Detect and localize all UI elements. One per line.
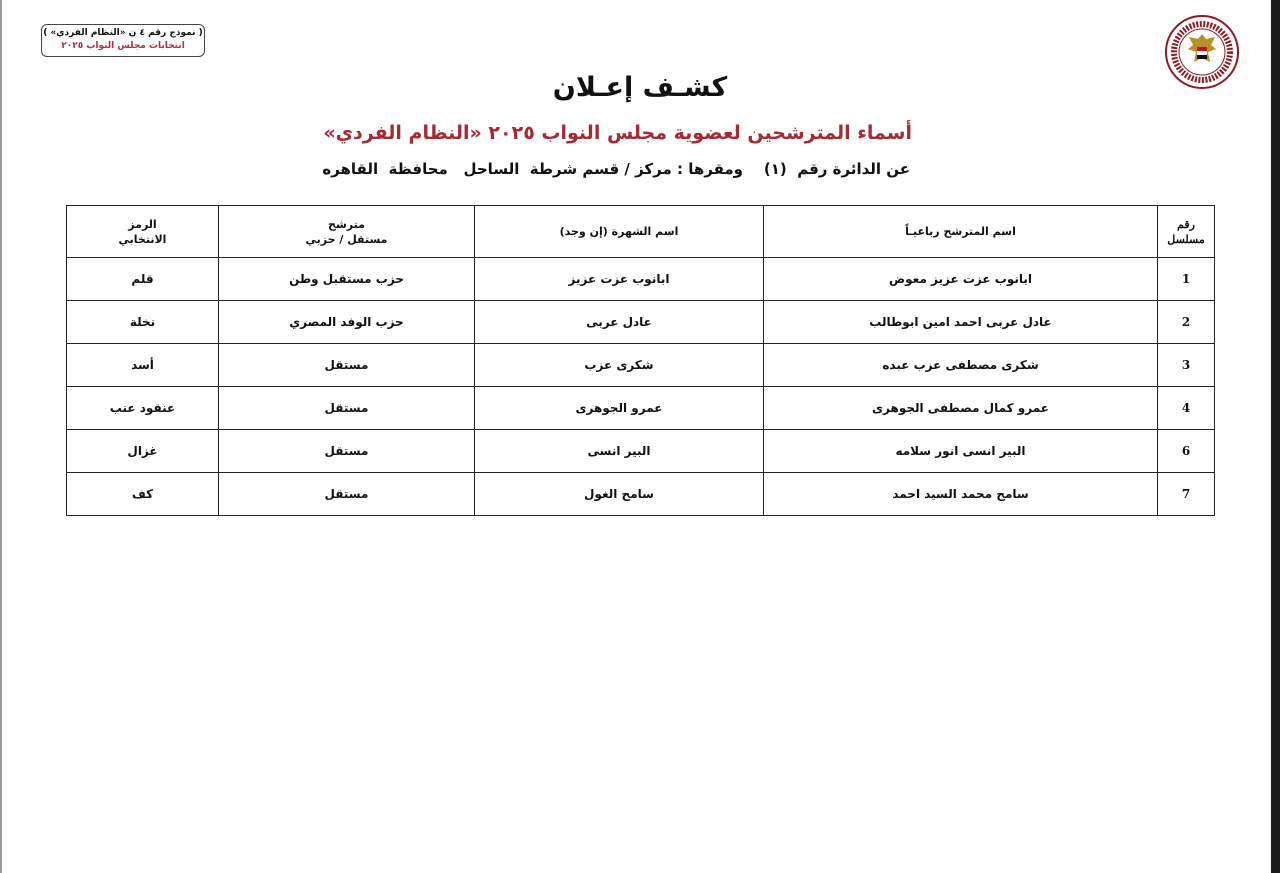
name-cell: عادل عربى احمد امين ابوطالب xyxy=(763,300,1158,344)
header-affiliation: مترشح مستقل / حزبي xyxy=(218,205,475,258)
name-cell: سامح محمد السيد احمد xyxy=(763,472,1158,516)
table-row: 1 ابانوب عزت عزيز معوض ابانوب عزت عزيز حزب … xyxy=(66,257,1215,301)
page-subtitle: أسماء المترشحين لعضوية مجلس النواب ٢٠٢٥ … xyxy=(323,122,912,144)
table-header-row: رقم مسلسل اسم المترشح رباعيـاً اسم الشهرة… xyxy=(66,205,1215,258)
page-edge xyxy=(1271,0,1280,873)
affiliation-cell: مستقل xyxy=(218,429,475,473)
affiliation-cell: مستقل xyxy=(218,472,475,516)
header-name: اسم المترشح رباعيـاً xyxy=(763,205,1158,258)
nickname-cell: ابانوب عزت عزيز xyxy=(474,257,764,301)
table-row: 3 شكرى مصطفى عزب عبده شكرى عزب مستقل أسد xyxy=(66,343,1215,387)
nickname-cell: سامح الغول xyxy=(474,472,764,516)
symbol-cell: أسد xyxy=(66,343,219,387)
serial-cell: 2 xyxy=(1157,300,1215,344)
symbol-cell: نخلة xyxy=(66,300,219,344)
name-cell: ابانوب عزت عزيز معوض xyxy=(763,257,1158,301)
election-name: انتخابات مجلس النواب ٢٠٢٥ xyxy=(61,41,185,51)
symbol-cell: كف xyxy=(66,472,219,516)
candidates-table: رقم مسلسل اسم المترشح رباعيـاً اسم الشهرة… xyxy=(66,205,1215,516)
name-cell: عمرو كمال مصطفى الجوهرى xyxy=(763,386,1158,430)
nickname-cell: البير انسى xyxy=(474,429,764,473)
table-row: 2 عادل عربى احمد امين ابوطالب عادل عربى حزب… xyxy=(66,300,1215,344)
district-info: عن الدائرة رقم (١) ومقرها : مركز / قسم ش… xyxy=(322,160,910,178)
serial-cell: 6 xyxy=(1157,429,1215,473)
egypt-eagle-emblem-icon xyxy=(1165,15,1239,89)
page-title: كشـف إعـلان xyxy=(552,72,728,103)
serial-cell: 7 xyxy=(1157,472,1215,516)
symbol-cell: قلم xyxy=(66,257,219,301)
form-number: ( نموذج رقم ٤ ن «النظام الفردي» ) xyxy=(43,28,203,38)
nickname-cell: عادل عربى xyxy=(474,300,764,344)
affiliation-cell: مستقل xyxy=(218,386,475,430)
name-cell: البير انسى انور سلامه xyxy=(763,429,1158,473)
form-number-box: ( نموذج رقم ٤ ن «النظام الفردي» ) انتخاب… xyxy=(41,24,205,57)
affiliation-cell: مستقل xyxy=(218,343,475,387)
symbol-cell: عنقود عنب xyxy=(66,386,219,430)
affiliation-cell: حزب مستقبل وطن xyxy=(218,257,475,301)
symbol-cell: غزال xyxy=(66,429,219,473)
serial-cell: 3 xyxy=(1157,343,1215,387)
header-serial: رقم مسلسل xyxy=(1157,205,1215,258)
affiliation-cell: حزب الوفد المصري xyxy=(218,300,475,344)
table-row: 7 سامح محمد السيد احمد سامح الغول مستقل كف xyxy=(66,472,1215,516)
header-nickname: اسم الشهرة (إن وجد) xyxy=(474,205,764,258)
serial-cell: 1 xyxy=(1157,257,1215,301)
nickname-cell: عمرو الجوهرى xyxy=(474,386,764,430)
table-row: 4 عمرو كمال مصطفى الجوهرى عمرو الجوهرى مستق… xyxy=(66,386,1215,430)
serial-cell: 4 xyxy=(1157,386,1215,430)
name-cell: شكرى مصطفى عزب عبده xyxy=(763,343,1158,387)
header-symbol: الرمز الانتخابي xyxy=(66,205,219,258)
page-edge xyxy=(0,0,2,873)
nickname-cell: شكرى عزب xyxy=(474,343,764,387)
table-row: 6 البير انسى انور سلامه البير انسى مستقل غزا… xyxy=(66,429,1215,473)
